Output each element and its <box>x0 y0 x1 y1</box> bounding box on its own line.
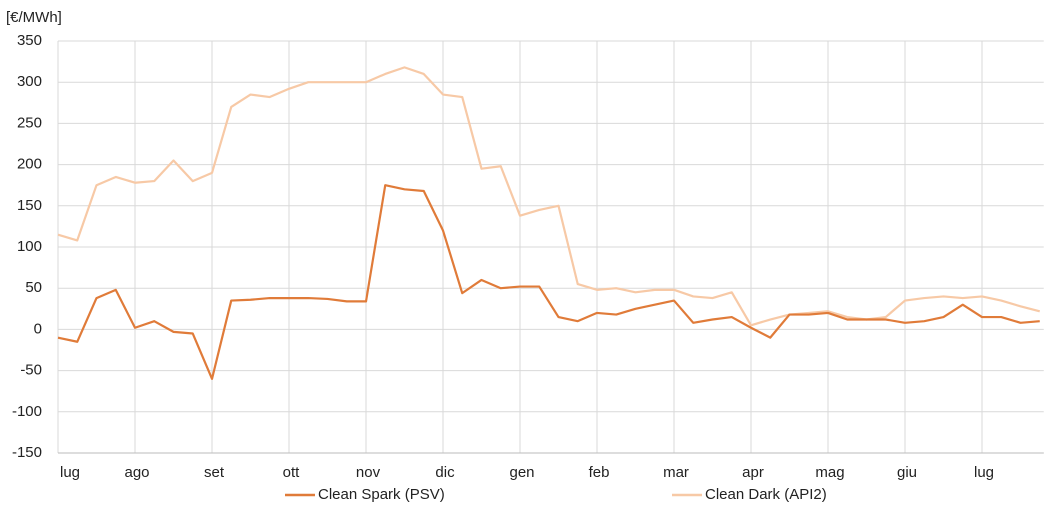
x-tick-label: ago <box>124 464 149 481</box>
y-axis-label: [€/MWh] <box>6 9 62 26</box>
x-tick-label: set <box>204 464 225 481</box>
x-tick-label: nov <box>356 464 381 481</box>
y-tick-label: 50 <box>25 279 42 296</box>
y-tick-label: 0 <box>34 320 42 337</box>
series-line <box>57 66 1041 327</box>
x-tick-label: mag <box>815 464 844 481</box>
x-tick-label: apr <box>742 464 764 481</box>
x-tick-label: ott <box>283 464 301 481</box>
x-tick-label: mar <box>663 464 689 481</box>
x-tick-label: giu <box>897 464 917 481</box>
x-tick-label: feb <box>589 464 610 481</box>
y-tick-label: 300 <box>17 73 42 90</box>
x-tick-label: gen <box>509 464 534 481</box>
x-tick-label: lug <box>60 464 80 481</box>
y-tick-label: 250 <box>17 114 42 131</box>
y-tick-label: -150 <box>12 444 42 461</box>
y-tick-label: -100 <box>12 403 42 420</box>
x-tick-label: lug <box>974 464 994 481</box>
series-line <box>57 184 1040 380</box>
y-tick-label: -50 <box>20 362 42 379</box>
y-tick-label: 100 <box>17 238 42 255</box>
y-tick-label: 200 <box>17 156 42 173</box>
y-tick-label: 350 <box>17 32 42 49</box>
legend-label: Clean Spark (PSV) <box>318 486 445 503</box>
x-tick-label: dic <box>435 464 455 481</box>
legend-label: Clean Dark (API2) <box>705 486 827 503</box>
y-tick-label: 150 <box>17 197 42 214</box>
